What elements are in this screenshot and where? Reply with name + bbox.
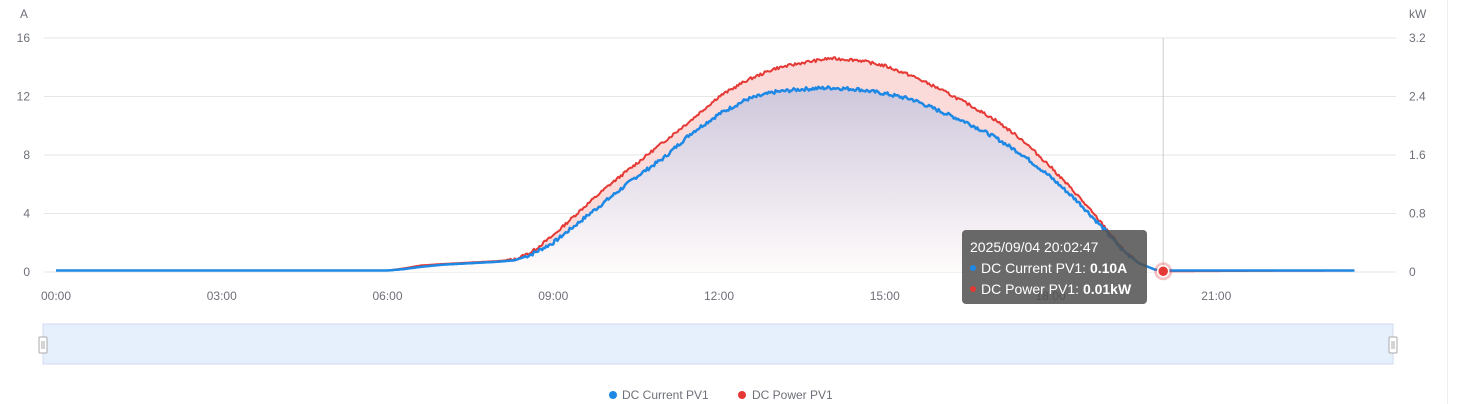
x-tick-label: 00:00 xyxy=(41,289,71,303)
legend: DC Current PV1 DC Power PV1 xyxy=(609,388,833,402)
data-zoom-left-handle[interactable] xyxy=(38,336,48,354)
right-axis-unit: kW xyxy=(1409,7,1427,21)
tooltip-row-power: DC Power PV1: 0.01kW xyxy=(970,279,1139,300)
tooltip-power-marker xyxy=(970,286,976,293)
x-tick-label: 15:00 xyxy=(870,289,900,303)
right-tick-label: 0 xyxy=(1409,265,1416,279)
data-zoom-range[interactable] xyxy=(42,323,1394,365)
x-tick-label: 09:00 xyxy=(538,289,568,303)
tooltip-current-marker xyxy=(970,265,976,272)
chart-tooltip: 2025/09/04 20:02:47 DC Current PV1: 0.10… xyxy=(962,230,1147,304)
left-tick-label: 16 xyxy=(17,31,31,45)
left-tick-label: 12 xyxy=(17,90,31,104)
right-tick-label: 3.2 xyxy=(1409,31,1426,45)
tooltip-row-current: DC Current PV1: 0.10A xyxy=(970,258,1139,279)
legend-current-label: DC Current PV1 xyxy=(622,388,709,402)
current-series-area xyxy=(56,86,1355,273)
tooltip-current-label: DC Current PV1: xyxy=(981,260,1087,276)
left-axis-ticks: 0 4 8 12 16 xyxy=(17,31,31,279)
right-tick-label: 0.8 xyxy=(1409,207,1426,221)
tooltip-title: 2025/09/04 20:02:47 xyxy=(970,239,1099,255)
tooltip-current-value: 0.10A xyxy=(1089,260,1128,276)
x-tick-label: 12:00 xyxy=(704,289,734,303)
cursor-point[interactable] xyxy=(1156,265,1170,278)
data-zoom-right-handle[interactable] xyxy=(1388,336,1398,354)
x-tick-label: 06:00 xyxy=(372,289,402,303)
left-axis-unit: A xyxy=(20,7,28,21)
right-tick-label: 1.6 xyxy=(1409,148,1426,162)
legend-power-marker xyxy=(738,391,746,399)
left-tick-label: 8 xyxy=(23,148,30,162)
right-axis-ticks: 0 0.8 1.6 2.4 3.2 xyxy=(1409,31,1426,279)
left-tick-label: 4 xyxy=(23,207,30,221)
legend-item-power[interactable]: DC Power PV1 xyxy=(738,388,833,402)
tooltip-power-label: DC Power PV1: xyxy=(981,281,1080,297)
left-tick-label: 0 xyxy=(23,265,30,279)
right-tick-label: 2.4 xyxy=(1409,90,1426,104)
legend-power-label: DC Power PV1 xyxy=(752,388,833,402)
tooltip-power-value: 0.01kW xyxy=(1082,281,1132,297)
legend-item-current[interactable]: DC Current PV1 xyxy=(609,388,709,402)
x-tick-label: 21:00 xyxy=(1201,289,1231,303)
legend-current-marker xyxy=(609,391,617,399)
page-right-rule xyxy=(1447,0,1448,404)
x-tick-label: 03:00 xyxy=(207,289,237,303)
